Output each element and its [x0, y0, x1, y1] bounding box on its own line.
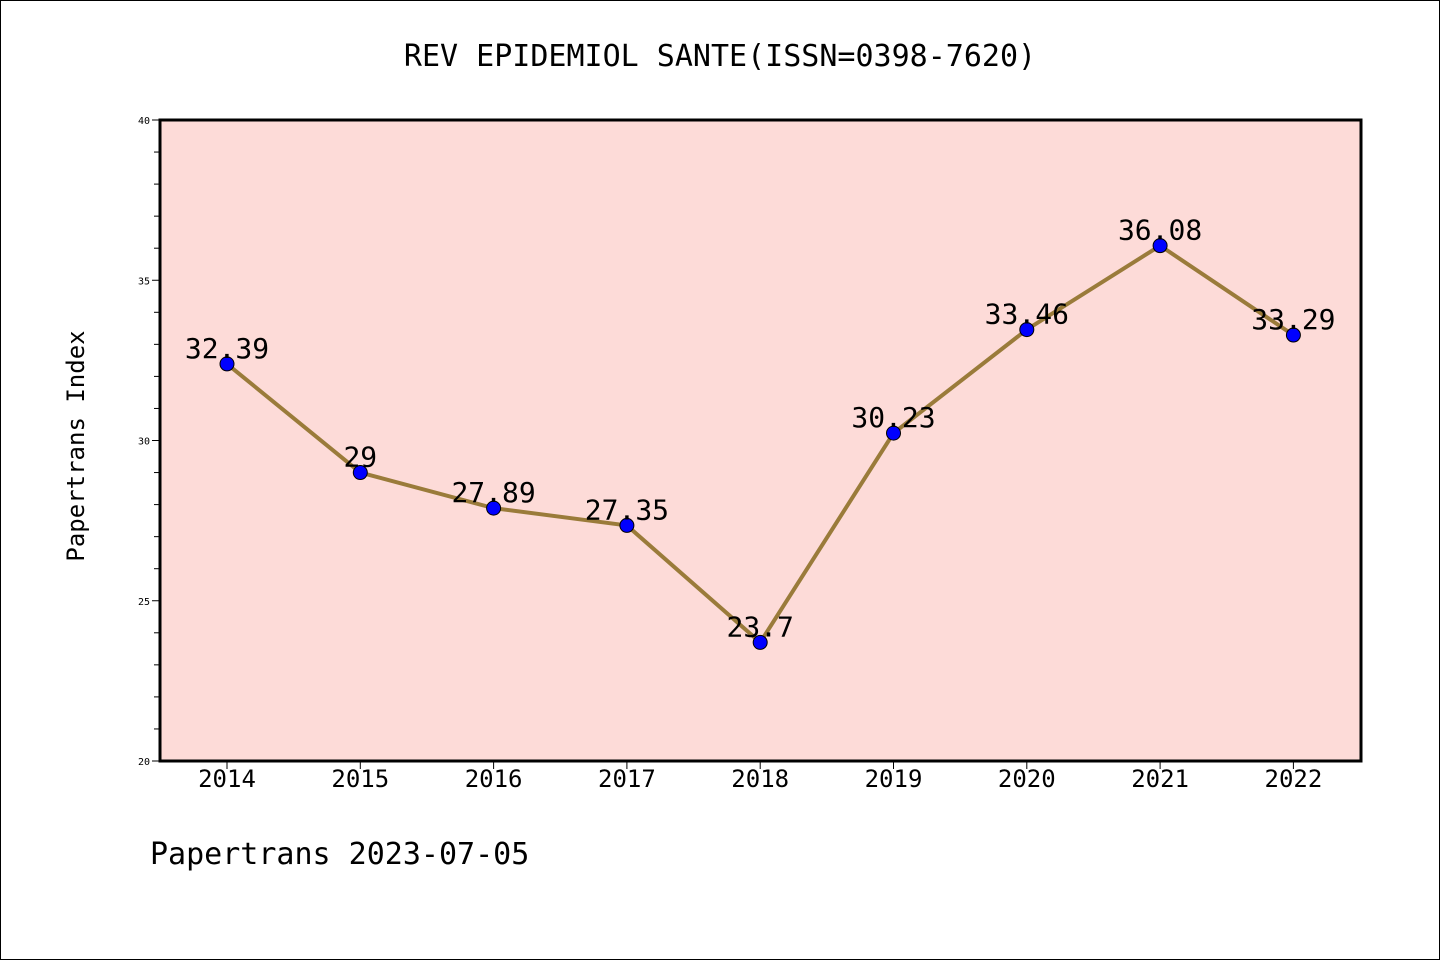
data-label: 33.46: [985, 298, 1069, 331]
data-label: 27.89: [451, 476, 535, 509]
x-axis-ticks: 2014 2015 2016 2017 2018 2019 2020 2021 2022: [198, 761, 1322, 793]
x-tick-label: 2014: [198, 765, 256, 793]
y-axis-ticks: 20 25 30 35 40: [138, 116, 160, 768]
y-axis-label: Papertrans Index: [62, 330, 90, 561]
footer-date: Papertrans 2023-07-05: [150, 837, 529, 872]
x-tick-label: 2022: [1265, 765, 1323, 793]
data-label: 33.29: [1251, 303, 1335, 336]
y-tick-label: 35: [138, 276, 150, 287]
data-point: [752, 634, 768, 650]
x-tick-label: 2015: [331, 765, 389, 793]
y-tick-label: 40: [138, 116, 150, 127]
data-point: [1285, 327, 1301, 343]
y-tick-label: 20: [138, 757, 150, 768]
plot-area: [158, 118, 1363, 763]
x-tick-label: 2018: [731, 765, 789, 793]
x-tick-label: 2017: [598, 765, 656, 793]
data-point: [219, 356, 235, 372]
data-point: [619, 517, 635, 533]
series-group: 32.39 29 27.89 27.35 23.7 30.23 33.46 36.08 33.2…: [185, 214, 1336, 650]
data-label: 23.7: [726, 610, 793, 643]
x-tick-label: 2020: [998, 765, 1056, 793]
data-label: 30.23: [851, 401, 935, 434]
data-label: 36.08: [1118, 214, 1202, 247]
x-tick-label: 2021: [1131, 765, 1189, 793]
x-tick-label: 2019: [865, 765, 923, 793]
data-point: [1152, 238, 1168, 254]
y-tick-label: 30: [138, 437, 150, 448]
data-point: [352, 465, 368, 481]
data-label: 27.35: [585, 493, 669, 526]
x-tick-label: 2016: [465, 765, 523, 793]
data-label: 29: [343, 441, 377, 474]
data-point: [1019, 322, 1035, 338]
data-label: 32.39: [185, 332, 269, 365]
y-tick-label: 25: [138, 597, 150, 608]
data-point: [886, 425, 901, 441]
data-point: [486, 500, 502, 516]
chart-title: REV EPIDEMIOL SANTE(ISSN=0398-7620): [404, 39, 1036, 74]
